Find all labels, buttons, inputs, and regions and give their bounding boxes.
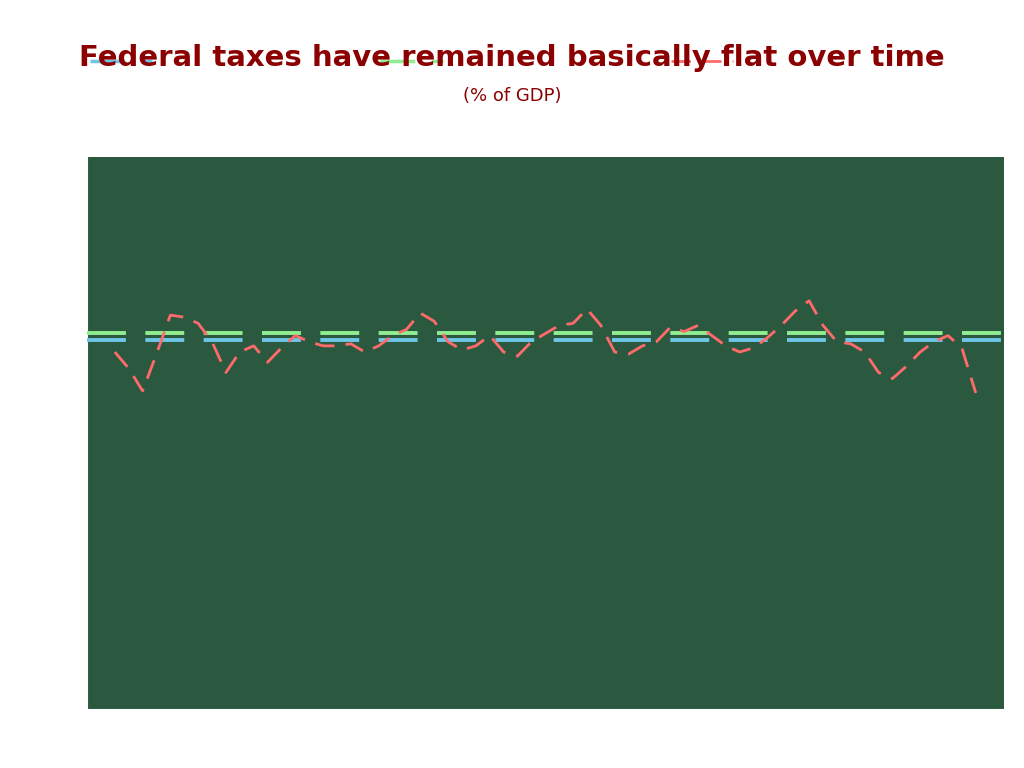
Legend: 50-year average, 30-year average, 5-year moving average: 50-year average, 30-year average, 5-year… [82,45,1009,80]
Text: Federal taxes have remained basically flat over time: Federal taxes have remained basically fl… [79,44,945,71]
Text: (% of GDP): (% of GDP) [463,87,561,105]
